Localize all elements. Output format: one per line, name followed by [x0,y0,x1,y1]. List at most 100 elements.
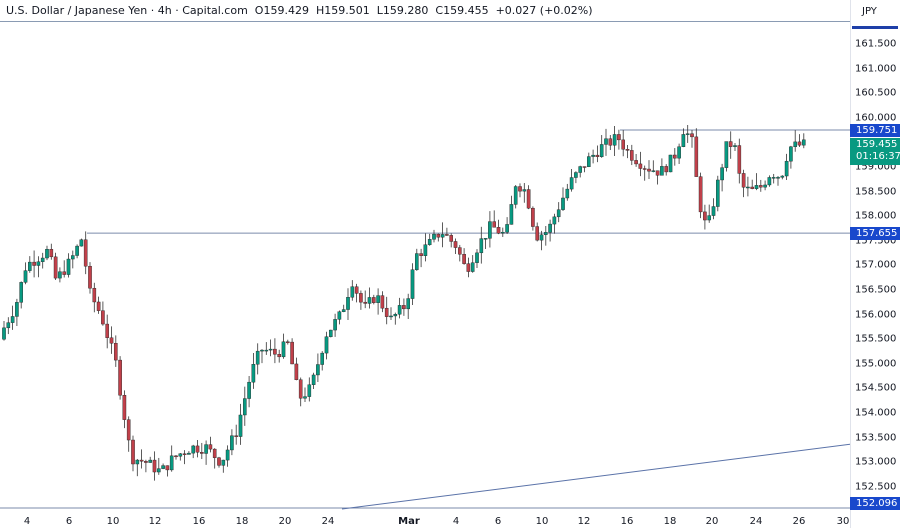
candle-down [703,211,707,221]
candle-down [741,173,746,188]
candle-up [2,327,6,340]
bar-countdown: 01:16:37 [856,151,900,162]
candle-up [6,322,11,329]
candle-down [118,359,122,396]
candle-down [655,170,660,176]
candle-up [604,138,608,145]
candle-down [466,263,471,272]
candle-down [608,138,613,146]
candle-down [174,455,178,458]
price-axis[interactable] [850,0,900,528]
symbol-name[interactable]: U.S. Dollar / Japanese Yen [6,4,148,17]
candle-down [638,163,643,169]
candle-up [238,414,243,437]
candle-up [754,185,759,189]
candle-down [144,461,148,463]
candle-up [565,188,570,199]
candle-up [329,329,333,337]
candle-up [268,348,273,351]
candle-down [531,207,535,227]
time-label: 30 [836,516,850,527]
candle-down [126,419,131,441]
candle-up [716,179,720,207]
candle-down [101,310,105,325]
time-label: 18 [235,516,249,527]
candle-down [49,248,54,258]
time-label: 20 [278,516,292,527]
candle-down [113,343,118,361]
candle-up [320,352,325,365]
chart-legend-header: U.S. Dollar / Japanese Yen · 4h · Capita… [6,4,593,17]
price-tick: 154.000 [855,407,897,419]
candle-down [109,337,114,344]
candle-up [771,177,776,179]
candle-up [281,341,286,358]
low-label: L [376,4,383,17]
candle-up [15,302,19,317]
candle-up [552,216,557,225]
candle-up [376,295,380,303]
candle-up [307,384,312,397]
candle-up [763,184,767,188]
candle-up [161,465,165,469]
candle-up [230,435,234,451]
price-tick: 160.500 [855,87,897,99]
time-label: 4 [452,516,460,527]
candle-up [333,319,337,331]
currency-label[interactable]: JPY [862,6,877,17]
price-tick: 157.500 [855,235,897,247]
ascending-trendline[interactable] [341,443,850,510]
time-axis[interactable]: 4 6 10 12 16 18 20 24 Mar 4 6 10 12 16 18 20 24 26 30 [0,508,850,528]
candle-up [75,245,79,256]
candle-down [165,465,170,471]
candle-up [169,455,174,471]
candle-down [380,295,385,309]
price-tick: 161.500 [855,38,897,50]
candle-up [148,459,153,463]
time-label: 20 [705,516,719,527]
candle-up [204,444,208,454]
candle-up [711,206,716,216]
interval[interactable]: 4h [157,4,172,17]
candle-down [625,149,630,151]
candle-down [62,271,66,275]
candle-up [483,238,488,240]
candle-up [389,315,393,318]
time-label: 10 [106,516,120,527]
candle-down [32,261,36,266]
candle-up [539,234,544,241]
support-price-tag: 157.655 [850,227,900,240]
candle-up [23,270,28,283]
time-label: 6 [65,516,73,527]
candle-down [673,154,677,159]
candlestick-plot[interactable] [0,0,850,528]
candle-down [737,145,742,174]
candle-up [346,297,350,310]
candle-down [294,363,299,380]
time-label: Mar [398,516,420,527]
price-tick: 153.000 [855,456,897,468]
candle-down [582,166,587,168]
candle-up [260,349,264,352]
price-tick: 154.500 [855,382,897,394]
candle-up [410,269,415,299]
candle-down [647,168,651,172]
candle-down [372,297,376,303]
candle-up [505,224,509,233]
top-horizontal-line[interactable] [0,21,850,22]
open-label: O [254,4,264,17]
price-tick: 157.000 [855,259,897,271]
candle-up [337,311,342,320]
candle-down [182,453,187,455]
candle-down [526,189,531,209]
candle-down [694,136,699,177]
candle-up [247,381,251,399]
currency-underline [852,26,898,29]
candle-up [591,154,595,157]
low-value: 159.280 [382,4,429,17]
candle-down [535,226,539,241]
candle-up [255,350,260,365]
high-label: H [315,4,325,17]
candle-up [40,257,45,262]
candle-up [440,234,445,238]
